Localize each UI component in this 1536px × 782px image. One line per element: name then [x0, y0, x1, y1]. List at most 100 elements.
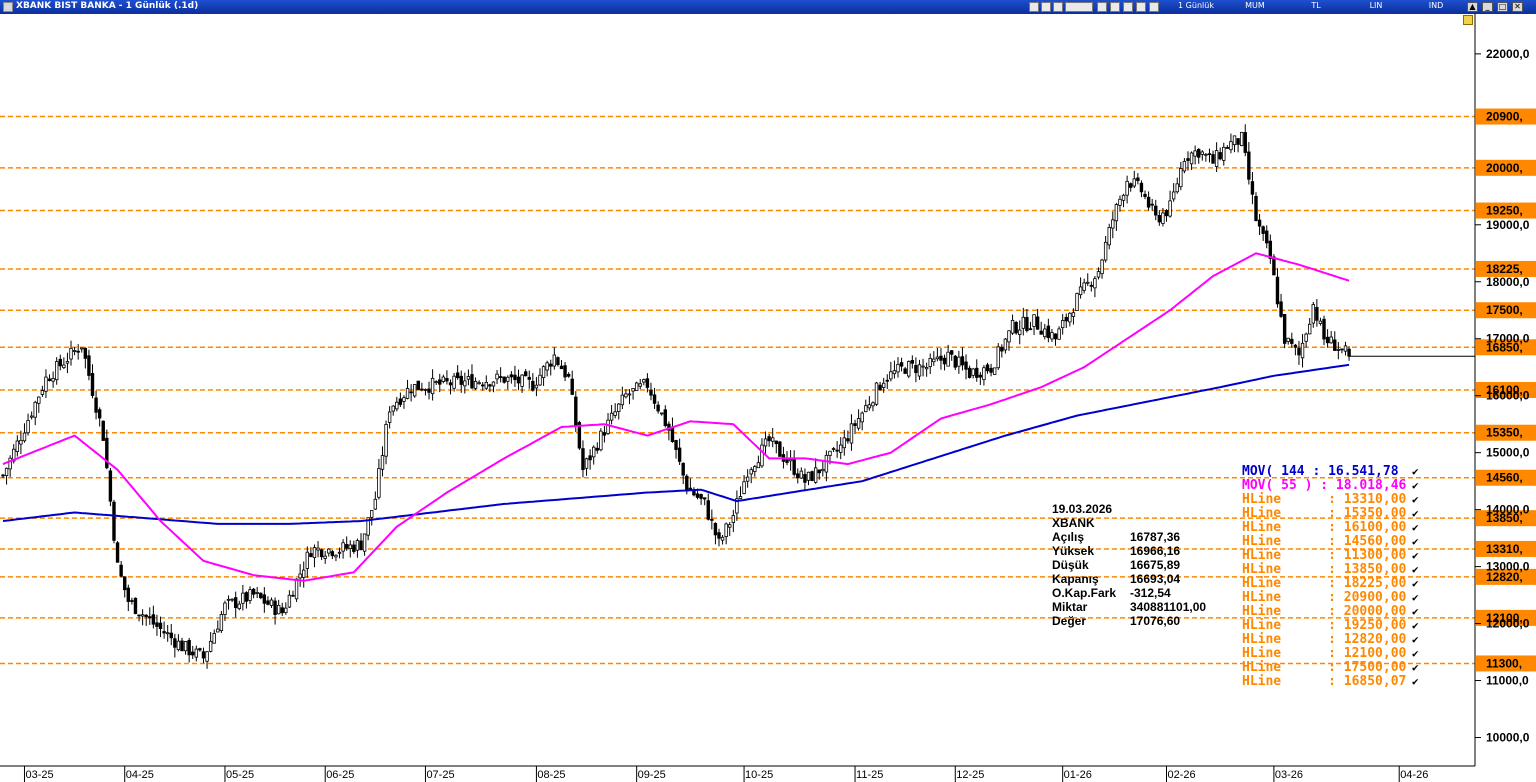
- hline-label-bg-13: [1476, 655, 1536, 672]
- legend-entry[interactable]: HLine : 19250,00 ✔: [1242, 619, 1419, 633]
- check-icon[interactable]: ✔: [1412, 479, 1419, 492]
- toolbar-palette-icon[interactable]: [1041, 2, 1051, 12]
- candle-221: [792, 450, 796, 477]
- legend-entry[interactable]: HLine : 16850,07 ✔: [1242, 675, 1419, 689]
- close-icon[interactable]: ✕: [1512, 2, 1523, 12]
- window-title: XBANK BIST BANKA - 1 Günlük (.1d): [16, 1, 199, 11]
- candle-338: [1211, 150, 1215, 164]
- mode-period[interactable]: 1 Günlük: [1178, 1, 1214, 10]
- legend-entry[interactable]: HLine : 13850,00 ✔: [1242, 563, 1419, 577]
- candle-44: [158, 616, 163, 638]
- legend-entry[interactable]: HLine : 12820,00 ✔: [1242, 633, 1419, 647]
- xtick-label-11: 02-26: [1168, 769, 1196, 781]
- candle-92: [330, 550, 335, 560]
- candle-147: [527, 370, 531, 389]
- mode-currency[interactable]: TL: [1311, 1, 1321, 10]
- mode-candle[interactable]: MUM: [1245, 1, 1265, 10]
- check-icon[interactable]: ✔: [1412, 493, 1419, 506]
- legend-entry[interactable]: HLine : 17500,00 ✔: [1242, 661, 1419, 675]
- hline-label-bg-9: [1476, 510, 1536, 527]
- check-icon[interactable]: ✔: [1412, 535, 1419, 548]
- toolbar-menu-icon[interactable]: [1149, 2, 1159, 12]
- toolbar-pencil-icon[interactable]: [1110, 2, 1120, 12]
- candle-188: [674, 439, 678, 459]
- check-icon[interactable]: ✔: [1412, 563, 1419, 576]
- ytick-label-5: 15000,0: [1486, 446, 1530, 460]
- candle-312: [1118, 195, 1122, 212]
- ytick-label-8: 18000,0: [1486, 275, 1530, 289]
- legend-entry[interactable]: HLine : 18225,00 ✔: [1242, 577, 1419, 591]
- check-icon[interactable]: ✔: [1412, 633, 1419, 646]
- candle-254: [910, 355, 915, 369]
- hline-label-8: 14560,: [1486, 471, 1523, 485]
- check-icon[interactable]: ✔: [1412, 465, 1419, 478]
- check-icon[interactable]: ✔: [1412, 605, 1419, 618]
- check-icon[interactable]: ✔: [1412, 591, 1419, 604]
- candle-243: [871, 401, 875, 412]
- hline-label-10: 13310,: [1486, 542, 1523, 556]
- minimize-icon[interactable]: _: [1482, 2, 1493, 12]
- candle-330: [1182, 158, 1187, 174]
- check-icon[interactable]: ✔: [1412, 647, 1419, 660]
- check-icon[interactable]: ✔: [1412, 521, 1419, 534]
- legend-entry[interactable]: HLine : 11300,00 ✔: [1242, 549, 1419, 563]
- check-icon[interactable]: ✔: [1412, 577, 1419, 590]
- candle-50: [180, 637, 184, 652]
- candle-205: [735, 490, 739, 521]
- candle-2: [8, 455, 12, 477]
- candle-298: [1068, 312, 1072, 327]
- xtick-label-8: 11-25: [856, 769, 883, 781]
- info-value: 16966,16: [1130, 544, 1181, 558]
- check-icon[interactable]: ✔: [1412, 507, 1419, 520]
- legend-entry-label: MOV( 144 : 16.541,78: [1242, 464, 1399, 479]
- candle-238: [853, 419, 857, 435]
- candle-106: [380, 446, 385, 477]
- candle-85: [305, 546, 309, 578]
- candle-269: [964, 354, 968, 380]
- toolbar-chart-type-icon[interactable]: [1029, 2, 1039, 12]
- candle-214: [767, 433, 771, 447]
- toolbar-zoom-icon[interactable]: [1065, 2, 1093, 12]
- candle-61: [219, 610, 224, 633]
- toolbar-grid-icon[interactable]: [1097, 2, 1107, 12]
- legend-entry[interactable]: HLine : 14560,00 ✔: [1242, 535, 1419, 549]
- check-icon[interactable]: ✔: [1412, 661, 1419, 674]
- legend-entry[interactable]: MOV( 55 ) : 18.018,46 ✔: [1242, 479, 1419, 493]
- price-chart[interactable]: 20900, 20000, 19250, 18225, 17500, 16850, 1610…: [0, 14, 1536, 782]
- check-icon[interactable]: ✔: [1412, 675, 1419, 688]
- maximize-icon[interactable]: □: [1497, 2, 1508, 12]
- check-icon[interactable]: ✔: [1412, 549, 1419, 562]
- legend-entry[interactable]: HLine : 16100,00 ✔: [1242, 521, 1419, 535]
- candle-51: [183, 641, 188, 655]
- legend-entry[interactable]: HLine : 15350,00 ✔: [1242, 507, 1419, 521]
- candle-198: [710, 509, 714, 530]
- candle-256: [917, 359, 922, 380]
- candle-126: [452, 372, 456, 392]
- legend-entry[interactable]: HLine : 13310,00 ✔: [1242, 493, 1419, 507]
- candle-197: [706, 493, 710, 521]
- mode-indicator[interactable]: IND: [1428, 1, 1444, 10]
- mode-scale[interactable]: LIN: [1369, 1, 1383, 10]
- candle-260: [932, 351, 936, 366]
- legend-entry[interactable]: HLine : 12100,00 ✔: [1242, 647, 1419, 661]
- candle-262: [939, 348, 943, 370]
- toolbar-lines-icon[interactable]: [1136, 2, 1146, 12]
- lock-icon[interactable]: [1463, 15, 1473, 25]
- candle-220: [788, 450, 793, 471]
- legend-entry[interactable]: HLine : 20900,00 ✔: [1242, 591, 1419, 605]
- info-panel: 19.03.2026 XBANK Açılış 16787,36 Yüksek 169…: [1052, 502, 1252, 628]
- candle-365: [1308, 317, 1312, 335]
- restore-up-icon[interactable]: ▲: [1467, 2, 1478, 12]
- candle-249: [892, 360, 897, 379]
- candle-240: [860, 411, 864, 431]
- legend-entry[interactable]: MOV( 144 : 16.541,78 ✔: [1242, 464, 1419, 479]
- candle-232: [831, 447, 836, 452]
- hline-label-bg-0: [1476, 108, 1536, 125]
- toolbar-draw-icon[interactable]: [1123, 2, 1133, 12]
- legend-entry[interactable]: HLine : 20000,00 ✔: [1242, 605, 1419, 619]
- candle-304: [1089, 281, 1094, 292]
- check-icon[interactable]: ✔: [1412, 619, 1419, 632]
- toolbar-refresh-icon[interactable]: [1053, 2, 1063, 12]
- candle-258: [924, 362, 929, 377]
- ytick-label-3: 13000,0: [1486, 560, 1530, 574]
